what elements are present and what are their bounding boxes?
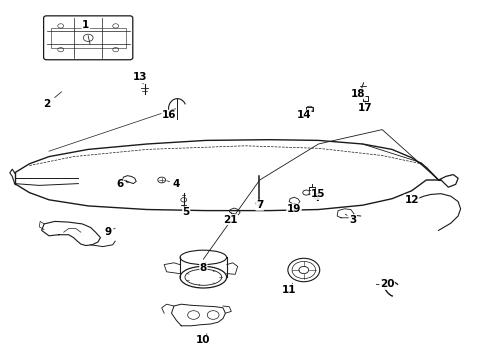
Text: 4: 4: [312, 193, 320, 203]
Text: 21: 21: [223, 215, 238, 225]
Text: 19: 19: [287, 204, 301, 214]
Text: 4: 4: [172, 179, 180, 189]
Text: 9: 9: [104, 227, 111, 237]
Text: 18: 18: [350, 89, 365, 99]
Text: 13: 13: [132, 72, 147, 82]
Text: 20: 20: [380, 279, 394, 289]
Text: 8: 8: [200, 263, 207, 273]
Text: 6: 6: [117, 179, 123, 189]
Text: 17: 17: [358, 103, 372, 113]
Text: 15: 15: [311, 189, 326, 199]
Text: 2: 2: [43, 99, 50, 109]
Text: 11: 11: [282, 285, 296, 295]
Text: 14: 14: [296, 110, 311, 120]
Text: 1: 1: [82, 20, 89, 30]
Text: 5: 5: [183, 207, 190, 217]
Text: 7: 7: [256, 200, 264, 210]
Text: 16: 16: [162, 110, 176, 120]
Text: 3: 3: [349, 215, 356, 225]
Text: 10: 10: [196, 335, 211, 345]
Text: 12: 12: [404, 195, 419, 205]
